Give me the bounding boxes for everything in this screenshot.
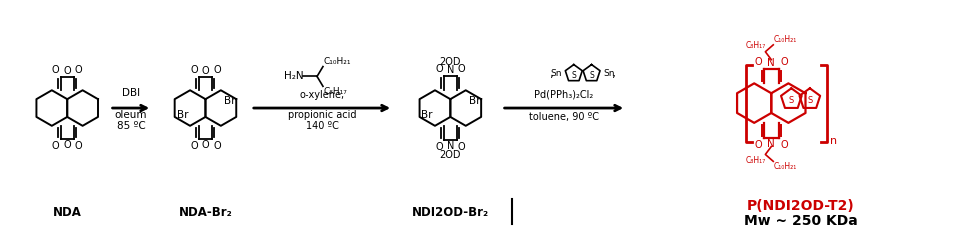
Text: N: N [447,141,454,151]
Text: DBI: DBI [122,88,140,98]
Text: Br: Br [224,96,235,106]
Text: O: O [52,141,59,151]
Text: Br: Br [177,110,189,120]
Text: O: O [781,57,789,67]
Text: ,: , [550,67,554,80]
Text: C₁₀H₂₁: C₁₀H₂₁ [773,162,796,171]
Text: O: O [435,65,443,75]
Text: C₈H₁₇: C₈H₁₇ [746,156,766,165]
Text: N: N [768,139,775,149]
Text: O: O [190,65,198,75]
Text: S: S [571,72,576,80]
Text: S: S [590,72,594,80]
Text: O: O [52,65,59,75]
Text: O: O [190,141,198,151]
Text: N: N [768,58,775,68]
Text: NDI2OD-Br₂: NDI2OD-Br₂ [412,206,489,219]
Text: P(NDI2OD-T2): P(NDI2OD-T2) [746,199,855,213]
Text: propionic acid: propionic acid [288,110,356,120]
Text: O: O [213,65,221,75]
Text: C₈H₁₇: C₈H₁₇ [746,41,766,50]
Text: O: O [75,65,82,75]
Text: NDA: NDA [53,206,81,219]
Text: 140 ºC: 140 ºC [305,121,339,131]
Text: Br: Br [469,96,480,106]
Text: O: O [63,66,71,76]
Text: O: O [754,140,762,150]
Text: S: S [807,96,812,105]
Text: O: O [435,142,443,152]
Text: O: O [63,140,71,150]
Text: Sn: Sn [550,69,562,78]
Text: Br: Br [421,110,433,120]
Text: o-xylene,: o-xylene, [300,90,345,100]
Text: C₁₀H₂₁: C₁₀H₂₁ [773,35,796,44]
Text: O: O [75,141,82,151]
Text: Sn: Sn [604,69,615,78]
Text: 2OD: 2OD [439,150,461,160]
Text: S: S [789,96,794,105]
Text: C₈H₁₇: C₈H₁₇ [324,87,347,96]
Text: 85 ºC: 85 ºC [117,121,145,131]
Text: Mw ~ 250 KDa: Mw ~ 250 KDa [744,214,857,228]
Text: 2OD: 2OD [439,57,461,67]
Text: O: O [781,140,789,150]
Text: N: N [447,65,454,75]
Text: C₁₀H₂₁: C₁₀H₂₁ [324,57,351,65]
Text: H₂N: H₂N [283,72,303,82]
Text: oleum: oleum [115,110,147,120]
Text: n: n [830,136,836,146]
Text: NDA-Br₂: NDA-Br₂ [179,206,233,219]
Text: Pd(PPh₃)₂Cl₂: Pd(PPh₃)₂Cl₂ [534,89,593,99]
Text: O: O [202,140,210,150]
Text: O: O [458,65,466,75]
Text: ,: , [612,67,616,80]
Text: O: O [458,142,466,152]
Text: O: O [754,57,762,67]
Text: toluene, 90 ºC: toluene, 90 ºC [529,112,599,122]
Text: O: O [213,141,221,151]
Text: O: O [202,66,210,76]
